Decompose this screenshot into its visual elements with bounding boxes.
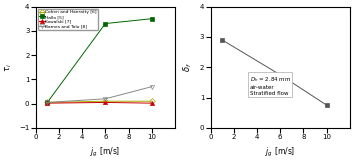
Hallo [5] bbox=[150, 18, 154, 20]
X-axis label: $j_g$ [m/s]: $j_g$ [m/s] bbox=[90, 146, 121, 159]
Cohen and Hanratty [6] bbox=[150, 100, 154, 102]
Kowalski [7] bbox=[103, 102, 107, 103]
Text: $D_h$ = 2.84 mm
air-water
Stratified flow: $D_h$ = 2.84 mm air-water Stratified flo… bbox=[250, 75, 291, 96]
Y-axis label: $\tau_i$: $\tau_i$ bbox=[3, 63, 14, 72]
Hallo [5] bbox=[45, 102, 50, 103]
Y-axis label: $\delta_f$: $\delta_f$ bbox=[182, 62, 194, 72]
Barnes and Talo [8] bbox=[103, 98, 107, 100]
Kowalski [7] bbox=[150, 102, 154, 104]
Line: Barnes and Talo [8]: Barnes and Talo [8] bbox=[45, 85, 154, 104]
Line: Cohen and Hanratty [6]: Cohen and Hanratty [6] bbox=[45, 99, 154, 104]
Line: Kowalski [7]: Kowalski [7] bbox=[45, 100, 154, 105]
Legend: Cohen and Hanratty [6], Hallo [5], Kowalski [7], Barnes and Talo [8]: Cohen and Hanratty [6], Hallo [5], Kowal… bbox=[38, 9, 98, 30]
Line: Hallo [5]: Hallo [5] bbox=[45, 17, 154, 104]
Cohen and Hanratty [6] bbox=[45, 102, 50, 103]
X-axis label: $j_g$ [m/s]: $j_g$ [m/s] bbox=[265, 146, 295, 159]
Barnes and Talo [8] bbox=[150, 86, 154, 88]
Kowalski [7] bbox=[45, 102, 50, 104]
Barnes and Talo [8] bbox=[45, 102, 50, 103]
Hallo [5] bbox=[103, 23, 107, 25]
Cohen and Hanratty [6] bbox=[103, 100, 107, 102]
